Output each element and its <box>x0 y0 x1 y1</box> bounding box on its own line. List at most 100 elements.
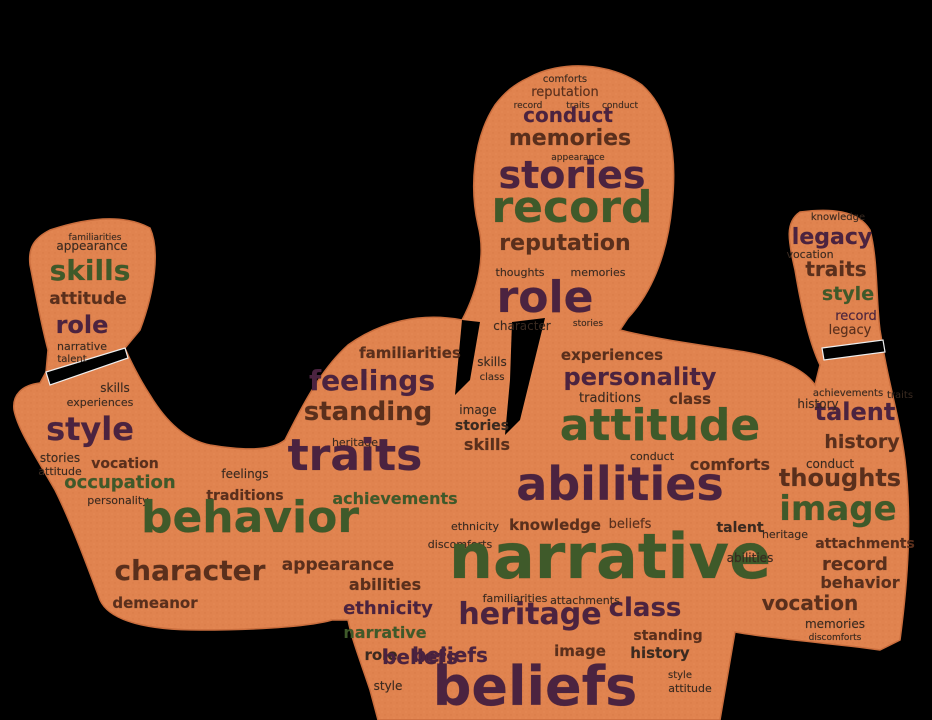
word-center-26: beliefs <box>433 655 638 718</box>
word-torso-14: narrative <box>343 623 426 642</box>
word-center-17: narrative <box>449 520 771 593</box>
word-center-25: history <box>630 644 690 662</box>
word-torso-8: behavior <box>141 492 359 543</box>
word-left-arm-3: attitude <box>49 289 126 309</box>
word-center-27: style <box>668 670 692 681</box>
word-torso-11: abilities <box>349 575 421 594</box>
word-right-body-3: thoughts <box>779 464 901 492</box>
word-right-body-16: abilities <box>727 551 774 565</box>
word-head-10: reputation <box>499 231 630 256</box>
word-torso-10: appearance <box>282 555 394 575</box>
word-right-arm-2: vocation <box>786 248 833 261</box>
word-center-0: skills <box>477 355 506 369</box>
word-head-5: conduct <box>523 103 613 127</box>
word-center-15: knowledge <box>509 516 601 534</box>
word-right-body-1: history <box>824 431 900 453</box>
word-left-body-4: attitude <box>38 465 82 478</box>
word-right-arm-6: legacy <box>829 323 872 338</box>
collar-shadow-right <box>505 318 545 435</box>
word-center-12: conduct <box>630 450 675 463</box>
word-head-8: stories <box>498 153 645 197</box>
word-center-28: attitude <box>668 682 712 695</box>
word-left-body-3: stories <box>40 451 80 465</box>
word-torso-12: demeanor <box>112 594 198 612</box>
word-torso-7: achievements <box>332 489 457 508</box>
word-left-arm-2: skills <box>50 254 131 287</box>
word-head-7: appearance <box>551 153 605 163</box>
word-center-19: class <box>609 593 682 623</box>
word-center-22: image <box>554 642 606 660</box>
word-left-arm-1: appearance <box>56 239 127 253</box>
word-torso-13: ethnicity <box>343 598 433 619</box>
word-left-arm-6: talent <box>57 354 86 365</box>
word-center-6: experiences <box>561 346 663 364</box>
word-torso-5: feelings <box>221 467 268 481</box>
word-center-21: attachments <box>550 594 620 607</box>
word-right-body-14: traits <box>887 390 913 401</box>
word-torso-16: beliefs <box>382 645 458 669</box>
word-right-body-12: discomforts <box>809 633 862 643</box>
word-left-arm-5: narrative <box>57 340 107 353</box>
word-head-2: record <box>514 101 543 111</box>
silhouette-body <box>13 65 910 720</box>
word-right-body-11: memories <box>805 617 865 631</box>
word-center-18: heritage <box>458 597 601 632</box>
word-center-1: class <box>480 372 505 383</box>
word-torso-6: traditions <box>206 488 283 504</box>
collar-shadow-left <box>455 320 480 395</box>
word-torso-4: traits <box>288 430 423 481</box>
word-right-body-13: achievements <box>813 388 883 399</box>
left-wrist-band <box>45 347 129 386</box>
word-center-7: traditions <box>579 391 641 406</box>
word-right-arm-3: traits <box>805 257 866 281</box>
word-head-11: thoughts <box>496 266 545 279</box>
person-silhouette <box>13 65 910 720</box>
word-head-12: memories <box>570 266 625 279</box>
word-right-arm-5: record <box>835 309 877 324</box>
word-left-body-2: style <box>46 410 134 448</box>
word-center-9: attitude <box>560 400 761 451</box>
word-head-14: character <box>493 319 551 333</box>
word-center-23: beliefs <box>412 643 488 667</box>
word-right-arm-1: legacy <box>792 225 872 250</box>
word-right-body-9: behavior <box>820 573 899 592</box>
word-left-arm-0: familiarities <box>69 233 122 243</box>
word-torso-0: familiarities <box>359 344 461 362</box>
word-torso-17: style <box>374 679 403 693</box>
word-torso-9: character <box>115 554 266 587</box>
word-center-3: stories <box>455 418 509 434</box>
word-center-8: class <box>669 390 711 408</box>
right-wrist-band <box>821 339 886 361</box>
word-center-20: familiarities <box>483 592 548 605</box>
word-torso-3: heritage <box>332 436 378 449</box>
word-head-13: role <box>497 272 594 323</box>
word-right-body-6: heritage <box>762 528 808 541</box>
word-right-arm-0: knowledge <box>811 212 865 223</box>
word-head-15: stories <box>573 319 603 329</box>
word-center-16: beliefs <box>609 517 652 532</box>
word-left-body-7: personality <box>87 494 149 507</box>
word-right-body-2: conduct <box>806 457 854 471</box>
word-head-6: memories <box>509 126 631 151</box>
word-head-4: conduct <box>602 101 639 111</box>
word-left-body-5: vocation <box>91 456 159 472</box>
word-center-13: ethnicity <box>451 520 499 533</box>
word-right-body-7: attachments <box>815 536 915 552</box>
word-head-1: reputation <box>531 85 599 100</box>
word-right-body-5: talent <box>716 520 763 536</box>
word-center-4: skills <box>464 435 510 454</box>
word-center-2: image <box>459 403 496 417</box>
word-center-24: standing <box>633 628 702 644</box>
word-center-10: abilities <box>516 457 724 511</box>
word-left-body-1: experiences <box>67 396 134 409</box>
word-right-body-4: image <box>779 489 896 529</box>
word-left-body-0: skills <box>100 381 129 395</box>
word-torso-15: role <box>364 646 397 664</box>
word-head-3: traits <box>566 101 590 111</box>
word-right-arm-4: style <box>822 283 874 305</box>
word-left-body-6: occupation <box>64 472 176 493</box>
word-center-14: discomforts <box>428 538 493 551</box>
word-center-5: personality <box>564 363 717 391</box>
